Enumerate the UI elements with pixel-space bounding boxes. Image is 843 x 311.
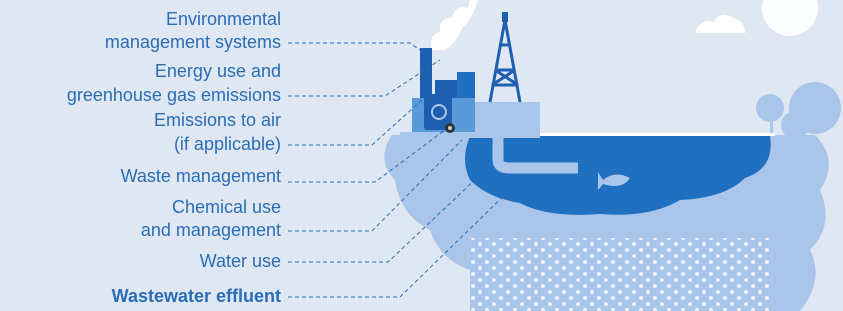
sky — [431, 0, 818, 50]
label: management systems — [105, 32, 281, 52]
label: Chemical use — [172, 197, 281, 217]
diagram: Environmental management systems Energy … — [0, 0, 843, 311]
label: Environmental — [166, 9, 281, 29]
label: Emissions to air — [154, 110, 281, 130]
label: greenhouse gas emissions — [67, 85, 281, 105]
labels: Environmental management systems Energy … — [67, 9, 281, 306]
label: and management — [141, 220, 281, 240]
label: (if applicable) — [174, 134, 281, 154]
label: Wastewater effluent — [112, 286, 281, 306]
ground-dots — [470, 238, 770, 311]
label: Energy use and — [155, 61, 281, 81]
label: Waste management — [121, 166, 281, 186]
page: {"labels": [ {"lines": ["Environmental",… — [0, 0, 843, 311]
label: Water use — [200, 251, 281, 271]
platform — [400, 12, 540, 138]
